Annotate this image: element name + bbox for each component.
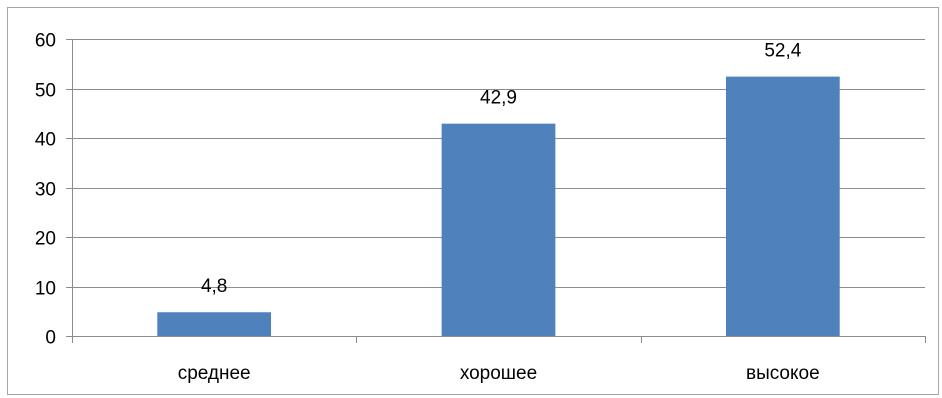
bar	[725, 76, 840, 337]
y-tick-label: 0	[45, 328, 56, 349]
x-tick-label: высокое	[746, 363, 820, 384]
x-tick-label: хорошее	[460, 363, 537, 384]
bars	[157, 76, 840, 337]
y-tick-label: 20	[35, 229, 56, 250]
y-tick-label: 40	[35, 130, 56, 151]
bar	[157, 312, 272, 336]
y-tick-labels: 0 10 20 30 40 50 60	[35, 31, 56, 349]
data-label: 52,4	[764, 41, 801, 62]
x-tick-label: среднее	[178, 363, 251, 384]
y-tick-label: 50	[35, 81, 56, 102]
bar	[441, 123, 556, 337]
data-label: 42,9	[480, 88, 517, 109]
axes	[66, 39, 926, 343]
y-tick-label: 10	[35, 279, 56, 300]
data-label: 4,8	[201, 276, 227, 297]
y-tick-label: 30	[35, 180, 56, 201]
data-labels: 4,8 42,9 52,4	[201, 41, 802, 298]
y-tick-label: 60	[35, 31, 56, 52]
x-tick-labels: среднее хорошее высокое	[178, 363, 820, 384]
